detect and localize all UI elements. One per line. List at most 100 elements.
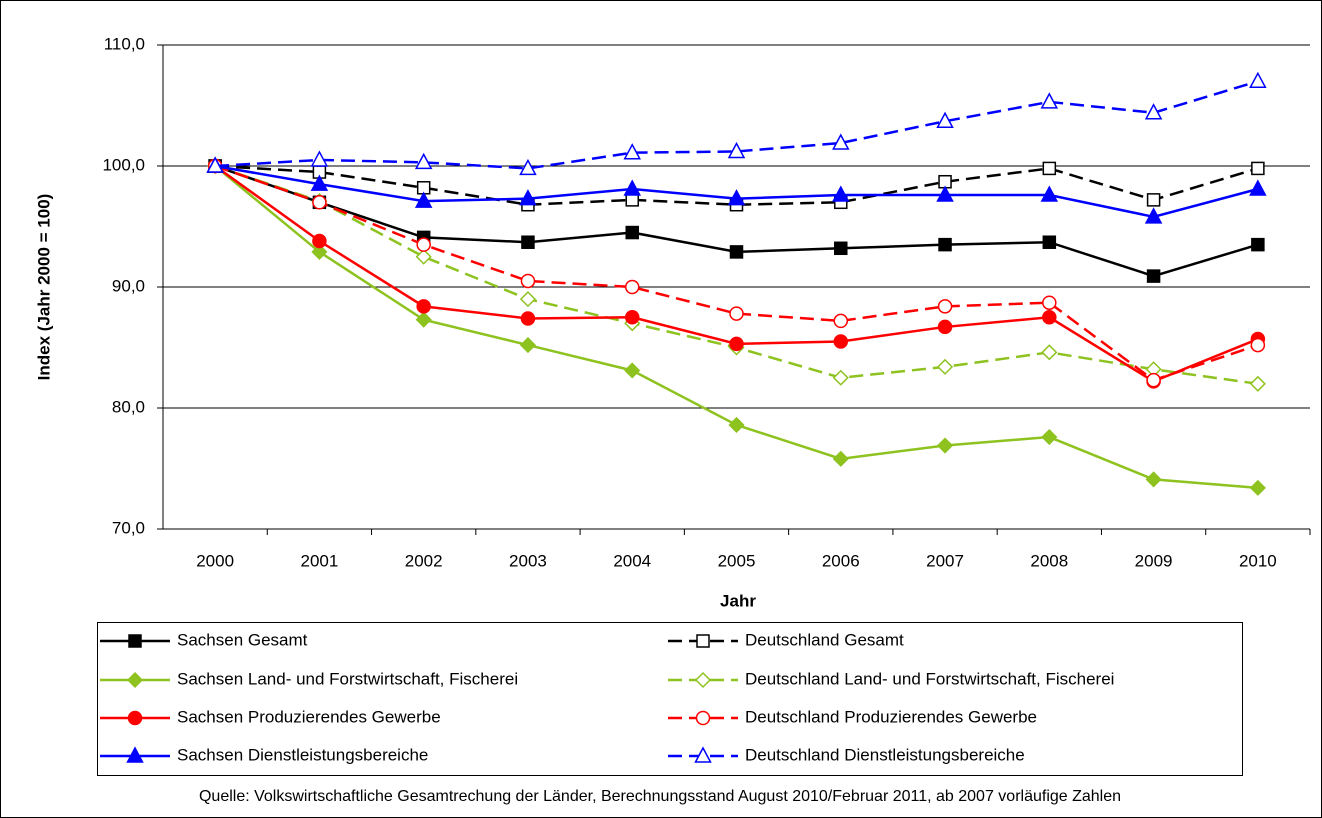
x-tick-label: 2009 (1135, 551, 1173, 570)
data-point (1144, 207, 1163, 224)
data-point (1042, 310, 1057, 325)
legend-label: Sachsen Gesamt (177, 630, 308, 649)
legend-label: Deutschland Produzierendes Gewerbe (745, 707, 1037, 726)
data-point (833, 334, 849, 349)
data-point (414, 152, 433, 170)
data-point (729, 306, 744, 321)
data-point (728, 416, 745, 434)
y-axis-title: Index (Jahr 2000 = 100) (34, 194, 53, 381)
legend-label: Sachsen Dienstleistungsbereiche (177, 745, 428, 764)
data-point (832, 450, 849, 467)
data-point (625, 225, 639, 240)
data-point (416, 237, 431, 252)
data-point (1145, 471, 1162, 488)
data-point (414, 191, 433, 208)
series-line (215, 164, 1259, 206)
data-point (520, 311, 536, 326)
source-note: Quelle: Volkswirtschaftliche Gesamtrechu… (199, 788, 1121, 805)
data-point (311, 243, 328, 260)
data-point (1249, 479, 1266, 496)
data-point (938, 237, 952, 252)
data-point (833, 313, 849, 329)
data-point (519, 337, 537, 354)
data-point (727, 189, 746, 206)
data-point (520, 273, 536, 289)
data-point (521, 235, 535, 249)
data-point (1249, 179, 1267, 196)
data-point (1146, 193, 1161, 207)
legend-marker (126, 671, 144, 689)
data-point (1040, 92, 1059, 109)
legend-marker (696, 634, 710, 648)
data-point (936, 185, 954, 202)
data-point (1042, 295, 1057, 310)
data-point (936, 358, 954, 375)
data-point (1146, 372, 1161, 388)
y-tick-label: 100,0 (102, 155, 145, 174)
data-point (1250, 337, 1266, 353)
x-axis-title: Jahr (720, 591, 756, 610)
data-point (834, 241, 848, 256)
data-point (1249, 375, 1266, 392)
data-point (415, 248, 432, 265)
data-point (312, 233, 327, 249)
legend-label: Sachsen Produzierendes Gewerbe (177, 707, 441, 726)
data-point (623, 179, 641, 196)
data-point (416, 299, 431, 314)
data-point (624, 362, 641, 379)
legend-marker (127, 710, 143, 726)
legend-marker (695, 710, 711, 726)
legend-label: Deutschland Dienstleistungsbereiche (745, 745, 1025, 764)
legend-marker (694, 746, 712, 763)
data-point (937, 299, 953, 314)
x-tick-label: 2000 (196, 551, 234, 570)
x-tick-label: 2004 (613, 551, 651, 570)
data-point (1041, 428, 1058, 446)
data-point (729, 336, 744, 352)
data-point (206, 156, 224, 173)
data-point (1146, 269, 1161, 283)
data-point (832, 133, 850, 150)
x-tick-label: 2005 (718, 551, 756, 570)
data-point (1251, 237, 1265, 252)
data-point (519, 189, 537, 206)
x-tick-label: 2003 (509, 551, 547, 570)
data-point (936, 437, 954, 454)
data-point (832, 369, 849, 386)
y-tick-label: 80,0 (112, 397, 145, 416)
data-point (312, 195, 327, 210)
x-tick-label: 2010 (1239, 551, 1277, 570)
legend-label: Deutschland Gesamt (745, 630, 904, 649)
data-point (1144, 103, 1163, 120)
data-point (937, 319, 953, 335)
legend-box (97, 622, 1243, 776)
data-point (729, 245, 744, 259)
x-tick-label: 2002 (405, 551, 443, 570)
data-point (727, 141, 746, 159)
data-point (1042, 161, 1057, 176)
x-tick-label: 2007 (926, 551, 964, 570)
x-tick-label: 2008 (1030, 551, 1068, 570)
data-point (1249, 71, 1267, 89)
data-point (1040, 185, 1059, 202)
data-point (519, 158, 537, 176)
data-point (415, 311, 432, 328)
data-point (310, 174, 329, 191)
y-tick-label: 70,0 (112, 518, 145, 537)
legend-label: Deutschland Land- und Forstwirtschaft, F… (745, 669, 1114, 688)
data-point (624, 279, 640, 295)
legend-marker (128, 634, 142, 648)
data-point (623, 143, 641, 160)
data-point (624, 310, 640, 325)
data-point (310, 150, 329, 167)
data-point (519, 291, 537, 308)
legend-marker (694, 671, 712, 689)
y-tick-label: 110,0 (104, 34, 145, 53)
legend-label: Sachsen Land- und Forstwirtschaft, Fisch… (177, 669, 518, 688)
data-point (936, 111, 954, 128)
data-point (1251, 161, 1265, 176)
y-tick-label: 90,0 (112, 276, 145, 295)
x-tick-label: 2006 (822, 551, 860, 570)
series-line (215, 80, 1259, 170)
